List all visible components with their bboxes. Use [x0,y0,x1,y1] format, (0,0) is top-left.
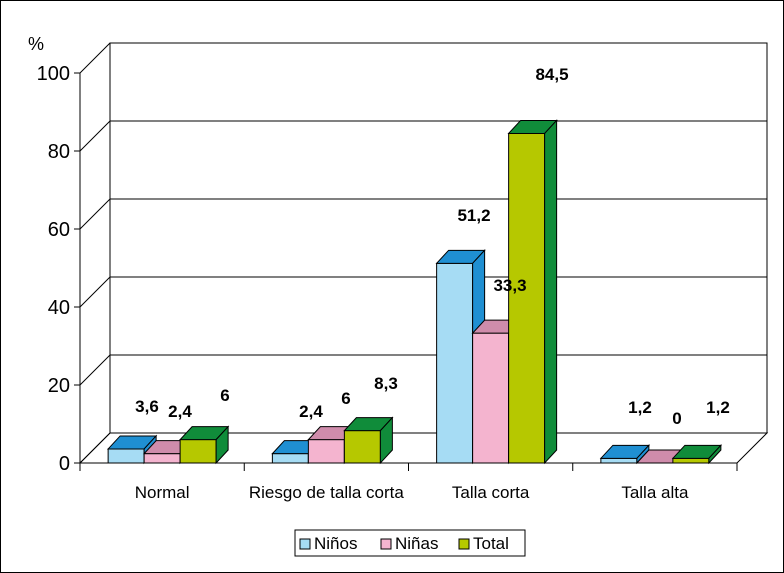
bar-side [708,444,722,465]
data-label: 1,2 [706,398,730,417]
bar-front [600,457,638,464]
x-category-label: Riesgo de talla corta [249,483,405,502]
y-tick-label: 0 [59,453,70,475]
y-tick-label: 80 [48,141,70,163]
bar-front [343,430,381,464]
data-label: 6 [341,389,350,408]
legend-label: Total [473,534,509,553]
legend-swatch [380,538,392,550]
legend-swatch [299,538,311,550]
data-label: 8,3 [374,374,398,393]
bar-front [107,448,145,464]
y-tick-label: 20 [48,375,70,397]
x-category-label: Talla corta [452,483,530,502]
bar-front [508,132,546,464]
bar-front [472,332,510,464]
bar-front [271,453,309,464]
bar-side [379,416,393,465]
legend-swatch [458,538,470,550]
x-category-label: Normal [135,483,190,502]
gridline-side [79,276,111,308]
data-label: 2,4 [299,402,323,421]
x-category-label: Talla alta [621,483,689,502]
data-label: 51,2 [457,206,490,225]
legend-label: Niñas [395,534,438,553]
data-label: 0 [672,409,681,428]
bar-front [307,439,345,464]
gridline-side [79,354,111,386]
y-tick-label: 60 [48,219,70,241]
legend-box [294,529,526,557]
data-label: 3,6 [135,397,159,416]
bar-side [544,119,558,465]
bar-front [672,457,710,464]
y-axis-unit: % [28,34,44,54]
data-label: 84,5 [535,65,568,84]
data-label: 6 [220,386,229,405]
data-label: 33,3 [493,276,526,295]
legend-label: Niños [314,534,357,553]
bar-front [143,453,181,464]
y-tick-label: 100 [37,63,70,85]
bar-front [179,439,217,464]
bar-side [215,425,229,465]
bar-front [436,262,474,464]
data-label: 1,2 [628,398,652,417]
gridline-side [79,120,111,152]
gridline-side [79,42,111,74]
gridline-side [79,432,111,464]
gridline-side [79,198,111,230]
data-label: 2,4 [168,402,192,421]
y-tick-label: 40 [48,297,70,319]
